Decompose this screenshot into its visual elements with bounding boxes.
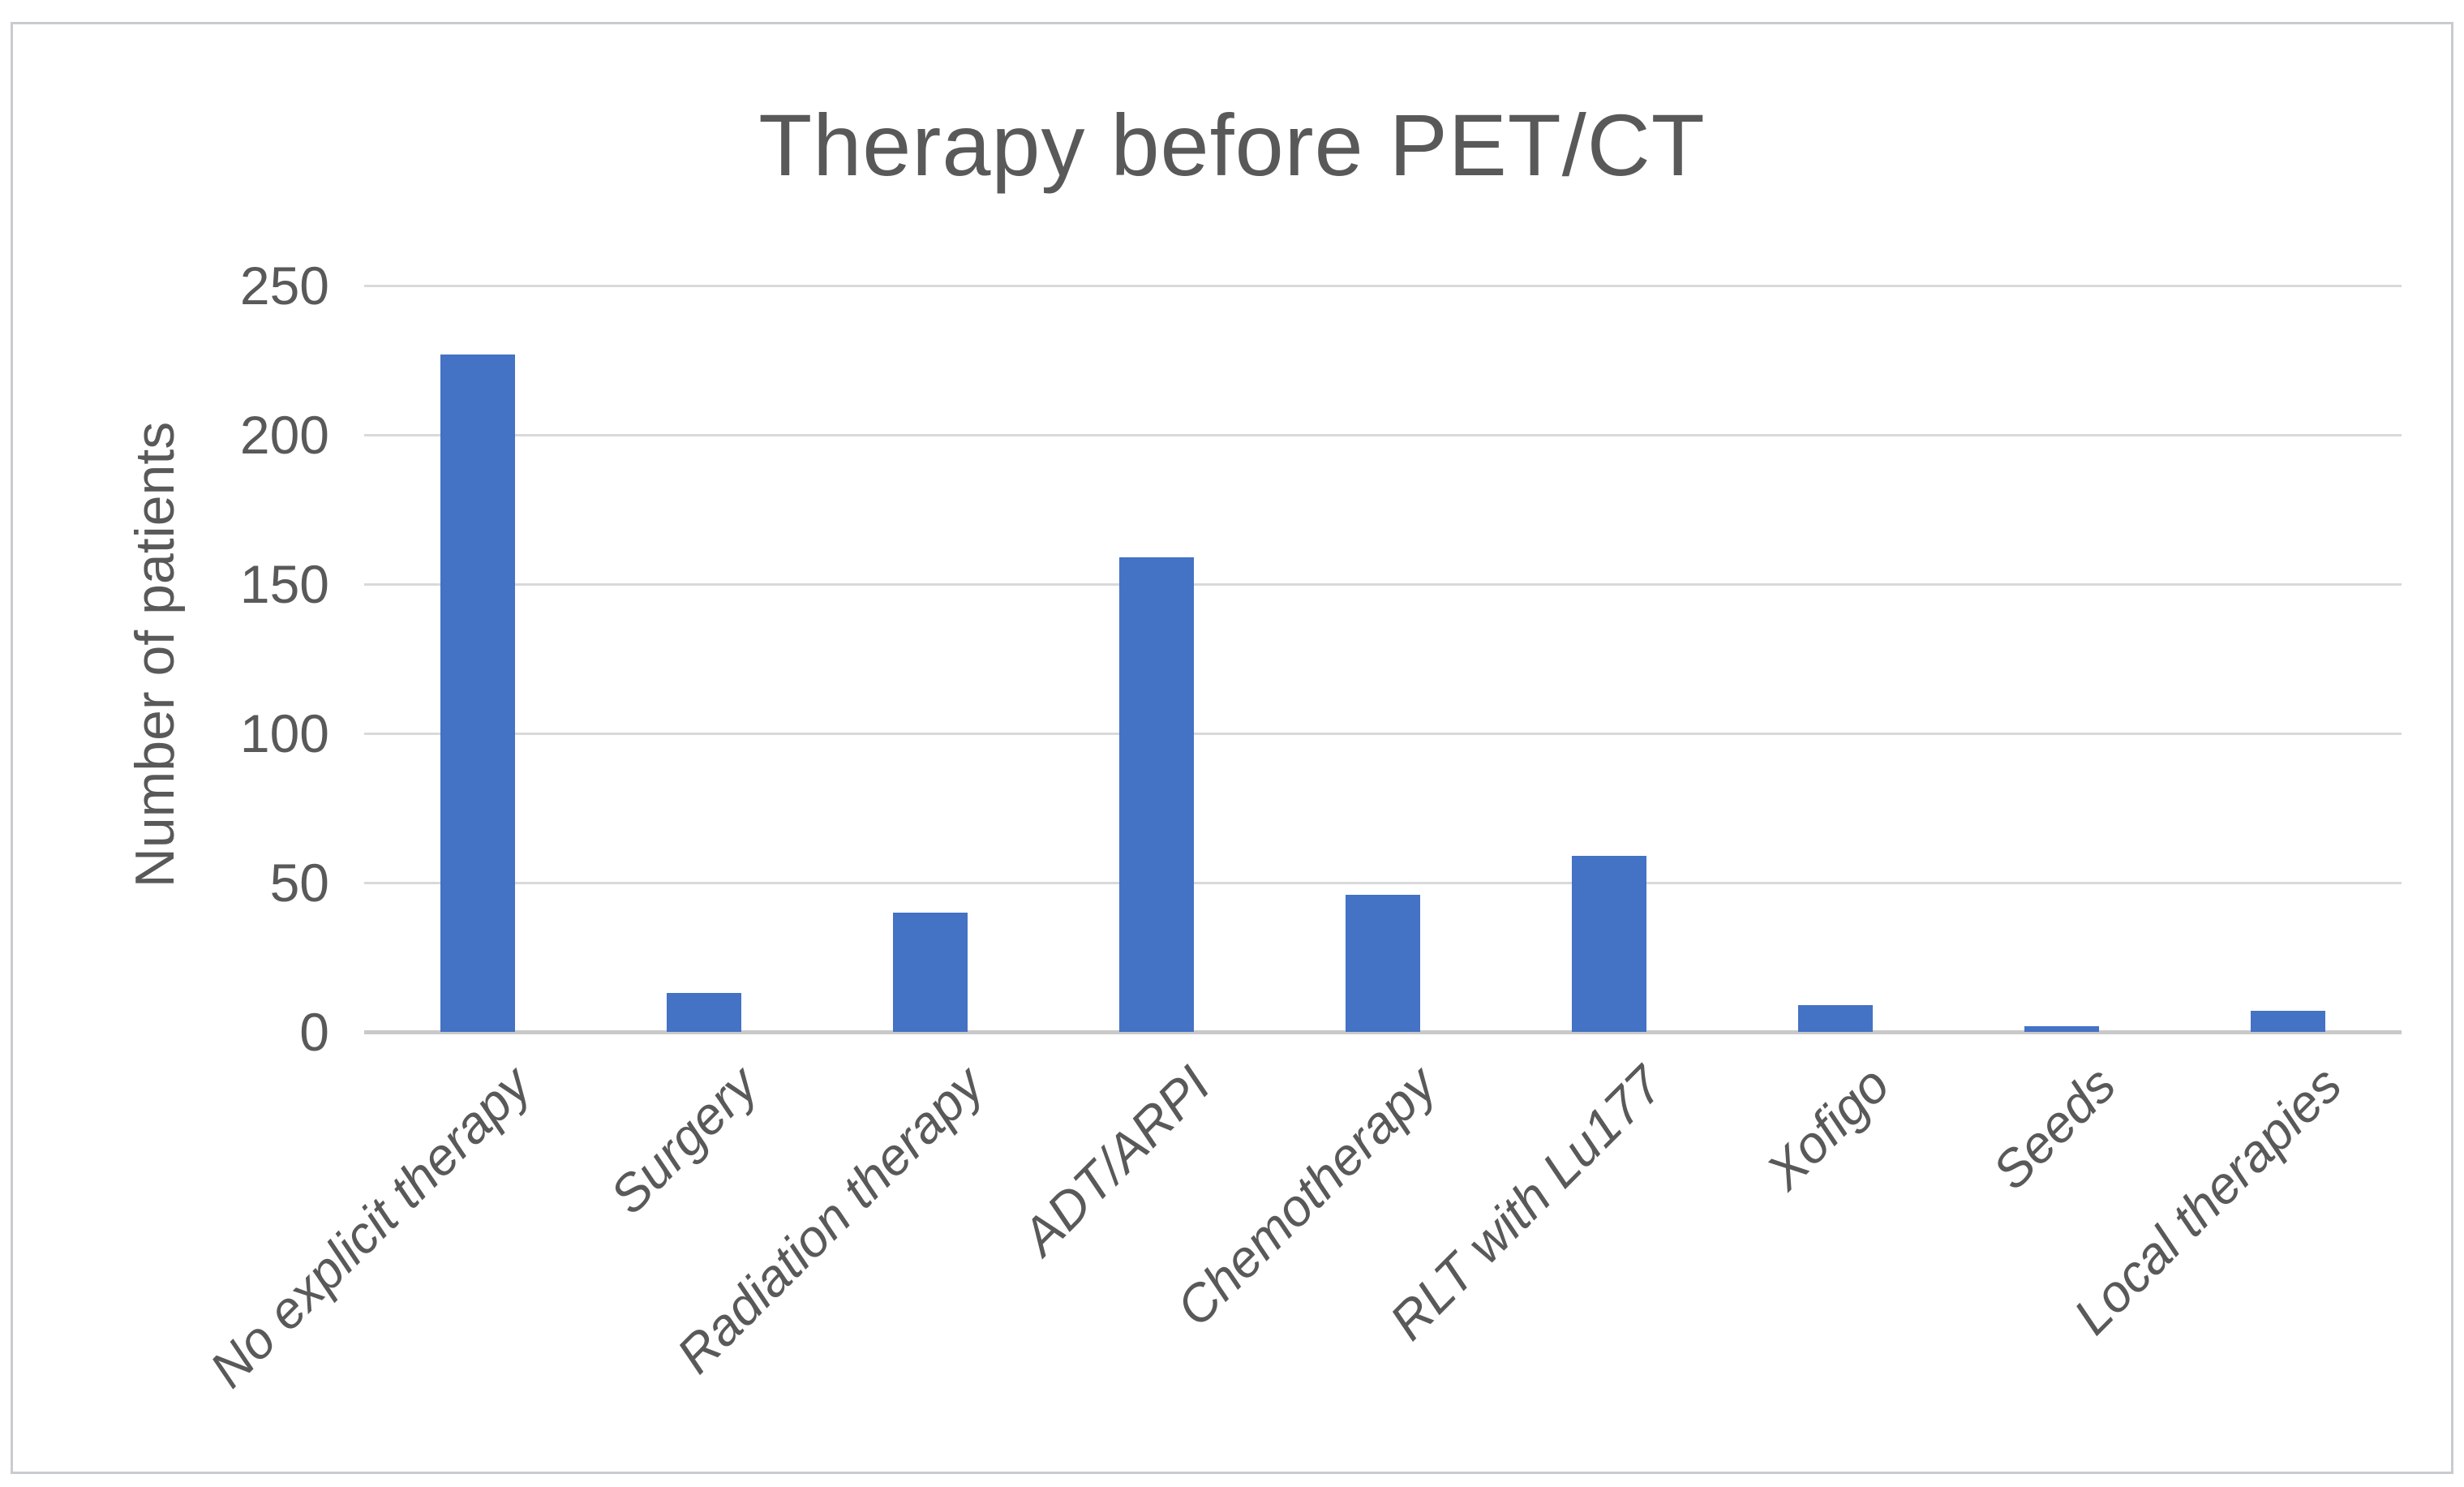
bar-adt-arpi [1118,557,1194,1032]
y-tick-label-150: 150 [239,554,329,614]
x-category-label-text: ADT/ARPI [1010,1055,1221,1266]
bar-rlt-with-lu177 [1572,855,1647,1032]
bar-chemotherapy [1346,894,1420,1032]
bar-radiation-therapy [892,912,968,1032]
bar-xofigo [1798,1004,1874,1032]
y-tick-label-250: 250 [239,256,329,316]
y-axis-title-text: Number of patients [124,421,186,888]
x-category-label-text: Xofigo [1754,1055,1900,1201]
gridline-100 [364,732,2402,735]
x-axis-line [364,1029,2402,1034]
bar-local-therapies [2251,1011,2326,1032]
bar-surgery [666,993,741,1032]
gridline-150 [364,582,2402,586]
x-category-label-text: Surgery [598,1055,769,1226]
bar-seeds [2024,1025,2100,1032]
x-category-label-text: Seeds [1981,1055,2127,1201]
x-category-label-text: No explicit therapy [198,1055,543,1399]
gridline-250 [364,284,2402,287]
chart-title: Therapy before PET/CT [758,96,1706,194]
plot-area [364,284,2402,1034]
y-tick-label-0: 0 [299,1002,329,1062]
y-tick-label-100: 100 [239,703,329,763]
bar-no-explicit-therapy [440,354,515,1032]
y-tick-label-50: 50 [269,853,329,913]
chart-frame: Therapy before PET/CT Number of patients… [11,22,2453,1474]
gridline-200 [364,433,2402,436]
y-tick-label-200: 200 [239,405,329,465]
gridline-50 [364,881,2402,884]
